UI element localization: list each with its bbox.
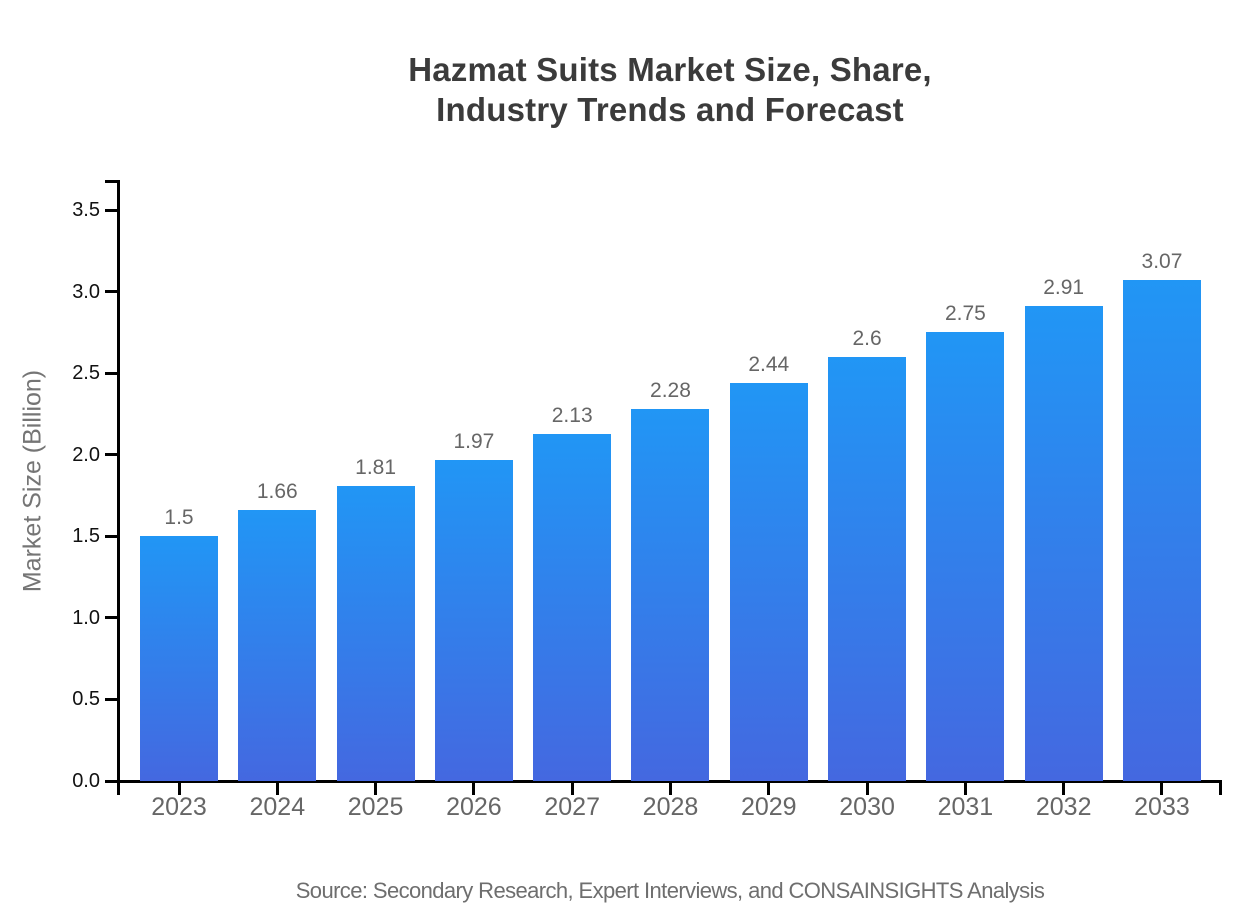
bar-value-label: 1.66 (256, 480, 298, 503)
bar-value-label: 2.91 (1043, 276, 1085, 299)
y-tick-label: 1.0 (72, 606, 100, 629)
bar-slot: 1.97 2026 (434, 180, 513, 821)
x-tick-label: 2032 (1035, 793, 1092, 821)
bar (140, 536, 218, 781)
bar-value-label: 2.13 (551, 404, 593, 427)
x-tick (1062, 783, 1066, 795)
source-note: Source: Secondary Research, Expert Inter… (295, 878, 1045, 903)
bar (631, 409, 710, 781)
y-tick (105, 290, 117, 294)
bar-value-label: 1.97 (453, 430, 495, 453)
y-tick-label: 3.0 (72, 280, 100, 303)
x-tick-label: 2030 (839, 793, 895, 821)
x-tick-label: 2029 (740, 793, 797, 821)
y-axis-title: Market Size (Billion) (18, 369, 47, 593)
bar-slot: 3.07 2033 (1122, 180, 1201, 821)
x-axis-origin-tick (117, 783, 120, 795)
bar-value-label: 1.5 (164, 506, 194, 529)
y-axis-end-tick (105, 180, 117, 183)
bar (238, 510, 317, 781)
x-tick-label: 2025 (347, 793, 404, 821)
bar-slot: 2.44 2029 (729, 180, 808, 821)
bar-slot: 1.81 2025 (336, 180, 415, 821)
x-tick-label: 2027 (544, 793, 600, 821)
bar-value-label: 3.07 (1141, 250, 1183, 273)
y-tick-label: 0.5 (72, 688, 100, 711)
y-axis (117, 180, 120, 783)
x-axis (117, 780, 1222, 783)
x-axis-end-tick (1219, 783, 1222, 795)
x-tick-label: 2026 (446, 793, 502, 821)
y-tick (105, 697, 117, 701)
bar (828, 357, 907, 781)
x-tick (472, 783, 476, 795)
bar (434, 460, 513, 781)
y-tick-label: 2.5 (72, 362, 100, 385)
bar-slot: 2.6 2030 (828, 180, 907, 821)
bar (926, 332, 1005, 781)
x-tick (865, 783, 869, 795)
bar-value-label: 2.6 (852, 327, 882, 350)
x-tick (963, 783, 967, 795)
x-tick (177, 783, 181, 795)
x-tick (668, 783, 672, 795)
y-tick (105, 534, 117, 538)
y-tick (105, 616, 117, 620)
y-tick-label: 0.0 (72, 770, 100, 792)
bar-value-label: 2.75 (944, 302, 986, 325)
x-tick (767, 783, 771, 795)
bar-slot: 1.66 2024 (238, 180, 317, 821)
bar-slot: 2.91 2032 (1024, 180, 1103, 821)
bar (533, 434, 612, 781)
bars-container: 1.5 2023 1.66 2024 1.81 2025 1.97 2026 2.13 2027 2… (121, 180, 1220, 821)
y-tick-label: 2.0 (72, 443, 100, 466)
bar (729, 383, 808, 781)
bar (336, 486, 415, 781)
x-tick-label: 2024 (249, 793, 306, 821)
bar-value-label: 2.44 (748, 353, 790, 376)
bar-slot: 2.13 2027 (533, 180, 612, 821)
bar-value-label: 2.28 (650, 379, 691, 402)
x-tick-label: 2031 (937, 793, 994, 821)
y-tick (105, 779, 117, 783)
y-tick (105, 453, 117, 457)
chart-title-line1: Hazmat Suits Market Size, Share, (408, 51, 932, 88)
y-tick (105, 371, 117, 375)
bar (1122, 280, 1201, 781)
x-tick-label: 2033 (1134, 793, 1190, 821)
bar (1024, 306, 1103, 781)
bar-slot: 2.75 2031 (926, 180, 1005, 821)
y-tick-label: 1.5 (72, 525, 100, 548)
x-tick-label: 2028 (642, 793, 699, 821)
y-tick (105, 208, 117, 212)
x-tick (275, 783, 279, 795)
chart-title: Hazmat Suits Market Size, Share, Industr… (80, 50, 1260, 130)
x-tick (374, 783, 378, 795)
x-tick-label: 2023 (151, 793, 207, 821)
bar-slot: 2.28 2028 (631, 180, 710, 821)
y-tick-label: 3.5 (72, 199, 100, 221)
bar-slot: 1.5 2023 (140, 180, 218, 821)
bar-value-label: 1.81 (355, 456, 397, 479)
x-tick (1160, 783, 1164, 795)
chart-title-line2: Industry Trends and Forecast (436, 91, 904, 128)
x-tick (570, 783, 574, 795)
